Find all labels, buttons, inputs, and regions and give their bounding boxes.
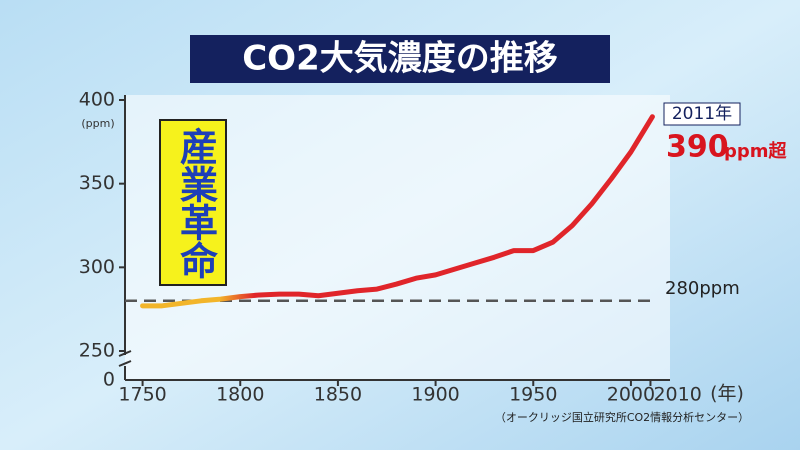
y-tick-label: 250 — [79, 340, 115, 362]
era-box — [159, 119, 227, 286]
chart-title: CO2大気濃度の推移 — [242, 39, 558, 79]
y-unit: (ppm) — [81, 117, 114, 130]
x-tick-label: 2010 — [653, 384, 701, 406]
reference-label: 280ppm — [665, 278, 740, 299]
y-tick-label: 400 — [79, 89, 115, 111]
y-tick-label: 300 — [79, 256, 115, 278]
era-label: 産業革命 — [174, 127, 218, 279]
annotation: 390 — [666, 130, 729, 165]
y-tick-label: 350 — [79, 172, 115, 194]
x-tick-label: 1900 — [411, 384, 459, 406]
annotation: ppm超 — [724, 140, 788, 162]
x-tick-label: 2000 — [607, 384, 655, 406]
x-tick-label: 1750 — [118, 384, 166, 406]
x-tick-label: 1950 — [509, 384, 557, 406]
title-box — [190, 35, 610, 83]
y-tick-label: 0 — [103, 369, 115, 391]
data-line — [140, 114, 655, 309]
x-tick-label: 1850 — [314, 384, 362, 406]
year-box — [663, 102, 741, 126]
source: （オークリッジ国立研究所CO2情報分析センター） — [495, 410, 749, 424]
annotation: 2011年 — [672, 104, 732, 124]
axis-break — [118, 350, 132, 367]
x-tick-label: 1800 — [216, 384, 264, 406]
x-unit: (年) — [710, 383, 744, 405]
